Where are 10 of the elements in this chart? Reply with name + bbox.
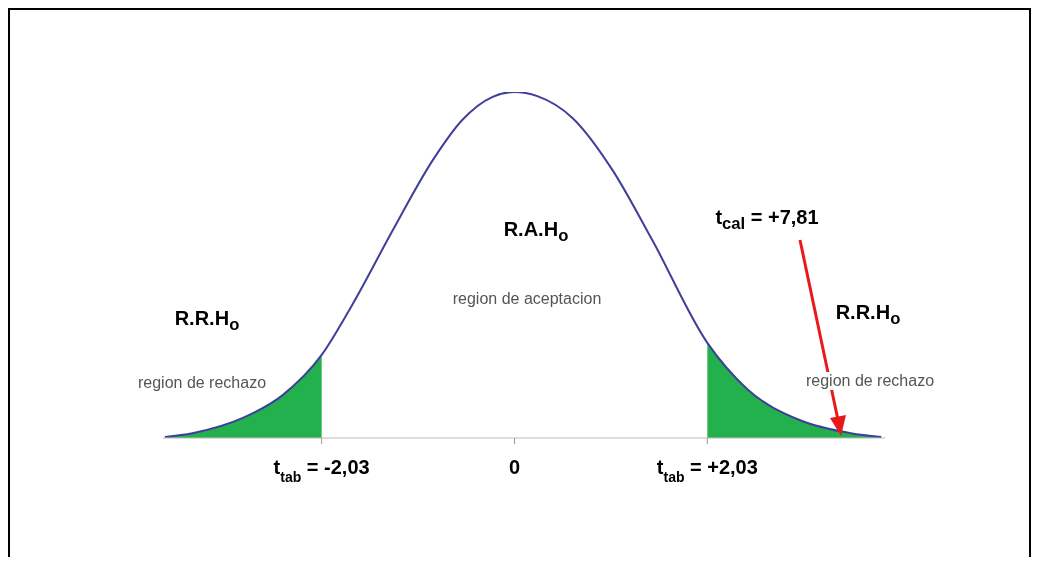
annotation: region de rechazo: [137, 374, 267, 392]
annotation: R.R.H$_{o}$: [174, 307, 240, 335]
x-tick-label: t$_{tab}$ = -2,03: [273, 456, 370, 485]
annotation: region de rechazo: [805, 372, 935, 390]
x-tick-label: t$_{tab}$ = +2,03: [656, 456, 758, 485]
annotation: region de aceptacion: [452, 290, 602, 308]
x-tick-label: 0: [508, 456, 521, 478]
annotation: R.R.H$_{o}$: [835, 301, 901, 329]
annotation: R.A.H$_{o}$: [503, 218, 569, 246]
annotation: t$_{cal}$ = +7,81: [715, 206, 819, 234]
